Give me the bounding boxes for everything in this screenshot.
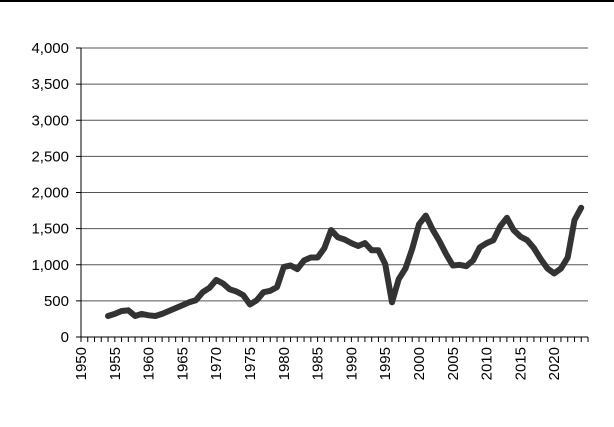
x-tick-label: 1965 [174, 347, 191, 380]
x-tick-label: 2005 [445, 347, 462, 380]
x-tick-label: 1975 [242, 347, 259, 380]
x-tick-label: 1990 [343, 347, 360, 380]
y-tick-label: 2,000 [31, 185, 69, 202]
top-border [0, 0, 614, 2]
x-tick-label: 1995 [377, 347, 394, 380]
y-axis: 0 500 1,000 1,500 2,000 2,500 3,000 3,500 4,000 [31, 40, 82, 346]
y-tick-label: 1,000 [31, 257, 69, 274]
x-tick-label: 2000 [411, 347, 428, 380]
x-tick-label: 1955 [107, 347, 124, 380]
x-tick-label: 2010 [479, 347, 496, 380]
y-tick-label: 1,500 [31, 221, 69, 238]
x-tick-label: 2015 [512, 347, 529, 380]
y-tick-label: 4,000 [31, 40, 69, 57]
x-tick-label: 1985 [310, 347, 327, 380]
y-tick-label: 2,500 [31, 148, 69, 165]
x-tick-label: 1960 [141, 347, 158, 380]
y-tick-label: 3,000 [31, 112, 69, 129]
gridlines [81, 47, 588, 302]
x-tick-label: 1970 [208, 347, 225, 380]
x-axis: 1950 1955 1960 1965 1970 1975 1980 1985 1990 1995… [73, 336, 589, 380]
x-tick-label: 2020 [546, 347, 563, 380]
y-tick-label: 500 [44, 293, 69, 310]
y-tick-label: 3,500 [31, 76, 69, 93]
x-tick-label: 1980 [276, 347, 293, 380]
x-tick-label: 1950 [73, 347, 90, 380]
data-line [105, 204, 585, 319]
y-tick-label: 0 [61, 329, 69, 346]
